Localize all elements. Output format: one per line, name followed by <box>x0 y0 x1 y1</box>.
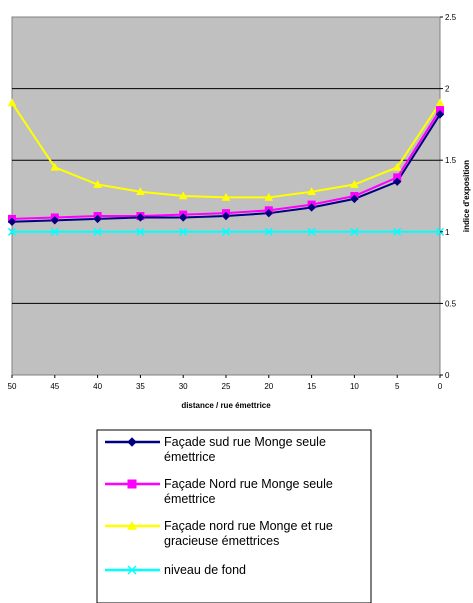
legend-label: Façade sud rue Monge seule <box>164 435 326 449</box>
legend-label: Façade Nord rue Monge seule <box>164 477 333 491</box>
data-point <box>178 191 188 200</box>
data-point <box>392 162 402 171</box>
data-point <box>350 227 359 236</box>
data-point <box>178 213 188 222</box>
legend-label: émettrice <box>164 450 215 464</box>
data-point <box>127 479 137 489</box>
x-tick-label: 20 <box>264 382 273 391</box>
data-point <box>350 180 359 188</box>
data-point <box>264 192 274 201</box>
data-point <box>179 227 188 236</box>
data-point <box>307 203 316 212</box>
x-axis-label: distance / rue émettrice <box>181 401 271 410</box>
data-point <box>435 98 445 107</box>
series-markers <box>7 98 445 236</box>
y-tick-label: 0.5 <box>445 299 457 308</box>
y-tick-labels: 0 0.5 1 1.5 2 2.5 <box>440 13 457 380</box>
legend-label: gracieuse émettrices <box>164 534 279 548</box>
y-tick-label: 2.5 <box>445 13 457 22</box>
data-point <box>264 227 273 236</box>
data-point <box>93 214 102 224</box>
x-tick-label: 0 <box>438 382 443 391</box>
x-tick-label: 30 <box>179 382 188 391</box>
data-point <box>392 177 402 186</box>
data-point <box>221 211 231 221</box>
data-point <box>393 227 402 236</box>
x-tick-labels: 50 45 40 35 30 25 20 15 10 5 0 <box>8 375 443 391</box>
data-point <box>136 227 145 236</box>
data-point <box>307 227 316 236</box>
data-point <box>7 98 17 107</box>
y-tick-label: 0 <box>445 371 450 380</box>
x-tick-label: 5 <box>395 382 400 391</box>
legend-box <box>96 429 372 603</box>
x-tick-label: 25 <box>222 382 231 391</box>
data-point <box>136 187 145 196</box>
data-point <box>93 227 102 236</box>
y-axis-label: indice d'exposition <box>462 160 471 232</box>
data-point <box>307 187 316 196</box>
legend-label: niveau de fond <box>164 563 246 577</box>
data-point <box>127 565 137 575</box>
y-tick-label: 2 <box>445 85 450 94</box>
legend: Façade sud rue Monge seuleémettriceFaçad… <box>96 429 372 603</box>
data-point <box>50 216 60 225</box>
data-point <box>50 227 59 236</box>
legend-label: Façade nord rue Monge et rue <box>164 519 333 533</box>
x-tick-label: 40 <box>93 382 102 391</box>
x-tick-label: 35 <box>136 382 145 391</box>
y-tick-label: 1 <box>445 228 450 237</box>
data-point <box>221 227 231 236</box>
data-point <box>127 437 137 447</box>
data-point <box>7 227 17 236</box>
x-tick-label: 10 <box>350 382 359 391</box>
data-point <box>221 192 231 201</box>
data-point <box>435 110 445 119</box>
data-point <box>136 213 145 222</box>
data-point <box>264 208 274 218</box>
data-point <box>127 520 137 530</box>
data-point <box>50 162 60 171</box>
x-tick-label: 15 <box>307 382 316 391</box>
legend-label: émettrice <box>164 492 215 506</box>
data-point <box>93 180 102 188</box>
data-point <box>7 217 17 226</box>
x-tick-label: 50 <box>8 382 17 391</box>
data-point <box>350 194 359 204</box>
x-tick-label: 45 <box>50 382 59 391</box>
y-tick-label: 1.5 <box>445 156 457 165</box>
